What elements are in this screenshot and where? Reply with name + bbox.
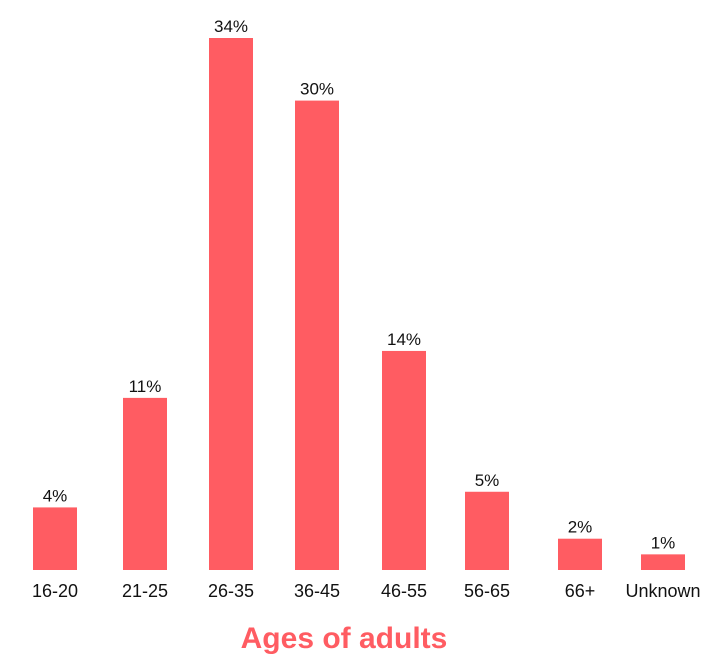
x-tick-labels-group: 16-20 21-25 26-35 36-45 46-55 56-65 66+ Unknown: [32, 581, 701, 601]
bar-46-55: [382, 350, 426, 570]
bar-unknown: [641, 554, 685, 570]
value-label: 1%: [651, 533, 676, 552]
x-tick-label: 56-65: [464, 581, 510, 601]
bar-21-25: [123, 397, 167, 570]
bars-group: [33, 38, 685, 571]
value-label: 34%: [214, 17, 248, 36]
x-tick-label: Unknown: [625, 581, 700, 601]
value-label: 14%: [387, 330, 421, 349]
value-label: 2%: [568, 518, 593, 537]
value-label: 11%: [129, 377, 162, 396]
value-labels-group: 4% 11% 34% 30% 14% 5% 2% 1%: [43, 17, 676, 552]
bar-36-45: [295, 100, 339, 571]
x-tick-label: 21-25: [122, 581, 168, 601]
value-label: 30%: [300, 80, 334, 99]
x-tick-label: 36-45: [294, 581, 340, 601]
x-tick-label: 66+: [565, 581, 596, 601]
x-axis-title: Ages of adults: [241, 622, 448, 655]
bar-66-: [558, 538, 602, 570]
x-tick-label: 46-55: [381, 581, 427, 601]
x-tick-label: 26-35: [208, 581, 254, 601]
bar-56-65: [465, 491, 509, 570]
bar-26-35: [209, 38, 253, 570]
value-label: 4%: [43, 486, 68, 505]
x-tick-label: 16-20: [32, 581, 78, 601]
bar-16-20: [33, 507, 77, 570]
value-label: 5%: [475, 471, 500, 490]
